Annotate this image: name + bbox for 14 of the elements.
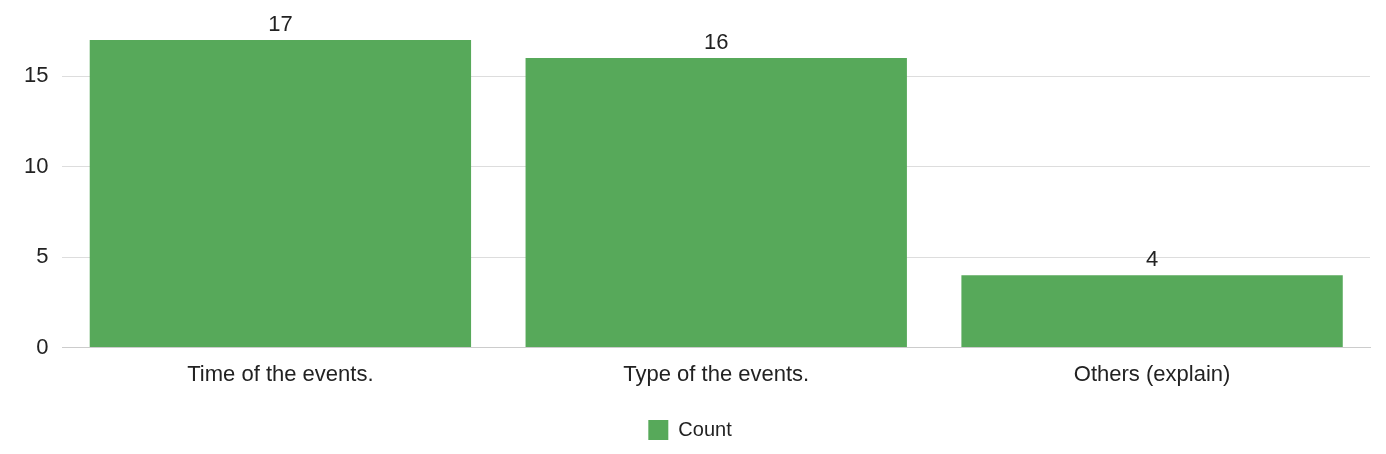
y-tick-label: 5 <box>36 243 49 269</box>
bar <box>525 58 907 348</box>
bar <box>961 275 1343 348</box>
bar <box>89 40 472 348</box>
y-tick-label: 0 <box>36 333 49 359</box>
x-tick-label: Type of the events. <box>623 360 810 386</box>
legend-label: Count <box>678 417 733 440</box>
data-label: 16 <box>703 29 729 55</box>
data-label: 4 <box>1145 246 1159 272</box>
x-tick-label: Others (explain) <box>1073 360 1231 386</box>
x-tick-label: Time of the events. <box>187 360 374 386</box>
y-tick-label: 15 <box>23 62 49 88</box>
data-label: 17 <box>268 11 293 37</box>
y-tick-label: 10 <box>23 152 49 178</box>
